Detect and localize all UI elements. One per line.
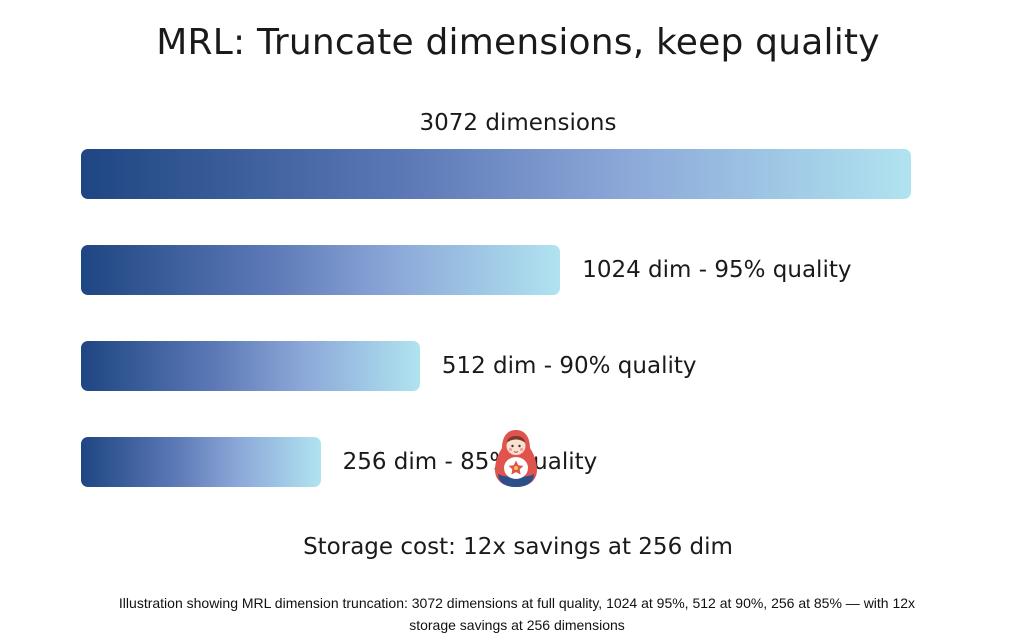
bar-3072 <box>81 149 911 199</box>
bar-1024 <box>81 245 561 295</box>
chart-title: MRL: Truncate dimensions, keep quality <box>156 22 880 63</box>
bar-label-1024: 1024 dim - 95% quality <box>582 257 852 283</box>
caption-line-1: Illustration showing MRL dimension trunc… <box>118 595 916 611</box>
bar-256 <box>81 437 321 487</box>
mrl-figure: MRL: Truncate dimensions, keep quality 3… <box>18 0 1018 578</box>
bar-512 <box>81 341 420 391</box>
bar-label-3072: 3072 dimensions <box>419 110 617 136</box>
figure-caption: Illustration showing MRL dimension trunc… <box>20 592 1014 636</box>
caption-line-2: storage savings at 256 dimensions <box>409 617 625 633</box>
storage-note: Storage cost: 12x savings at 256 dim <box>303 534 733 560</box>
matryoshka-doll-icon <box>495 430 537 487</box>
bar-label-512: 512 dim - 90% quality <box>441 353 697 379</box>
bar-label-256: 256 dim - 85% quality <box>342 449 598 475</box>
